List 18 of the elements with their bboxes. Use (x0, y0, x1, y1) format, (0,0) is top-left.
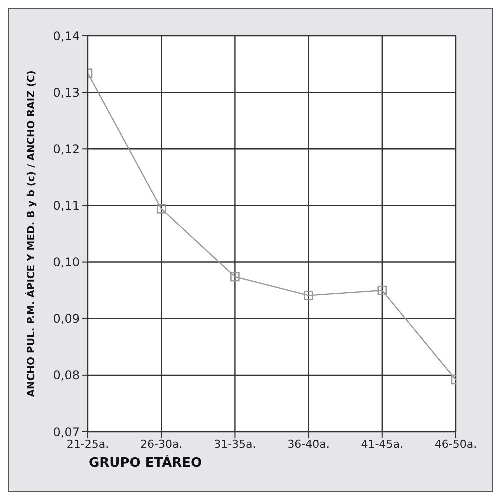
x-tick-label: 36-40a. (288, 438, 330, 451)
y-tick-label: 0,13 (53, 86, 80, 100)
x-axis-title: GRUPO ETÁREO (89, 456, 202, 471)
x-tick-label: 46-50a. (434, 438, 478, 451)
x-tick-label: 31-35a. (214, 438, 256, 451)
y-tick-label: 0,07 (53, 425, 80, 440)
x-tick-label: 41-45a. (361, 438, 404, 451)
y-tick-label: 0,09 (53, 312, 80, 326)
y-tick-label: 0,11 (53, 198, 80, 213)
x-tick-label: 26-30a. (140, 438, 183, 451)
y-tick-label: 0,12 (53, 142, 80, 156)
y-tick-label: 0,08 (53, 368, 80, 383)
point (304, 291, 314, 300)
point (230, 272, 240, 282)
y-axis-title: ANCHO PUL. P.M. ÁPICE Y MED. B y b (c) / ANCHO RAIZ (C) (24, 70, 38, 398)
x-tick-label: 21-25a. (66, 438, 110, 451)
y-tick-label: 0,14 (53, 29, 80, 44)
y-tick-label: 0,10 (53, 256, 80, 270)
